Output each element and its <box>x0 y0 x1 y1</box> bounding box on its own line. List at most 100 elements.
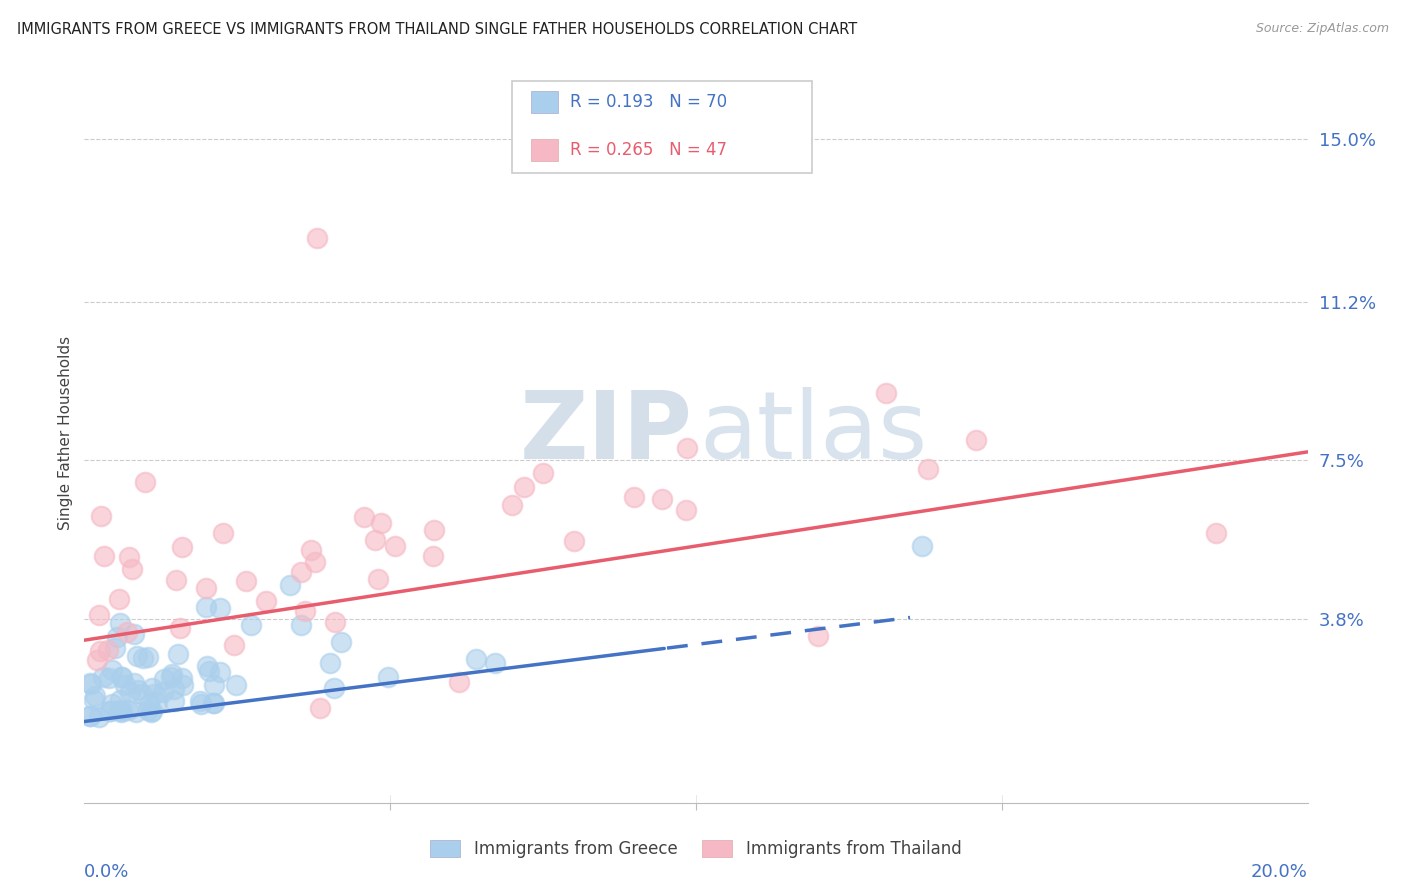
Point <box>163 682 186 697</box>
Point <box>91 670 114 684</box>
Text: R = 0.193   N = 70: R = 0.193 N = 70 <box>569 93 727 111</box>
Point <box>194 600 217 615</box>
Point <box>240 618 263 632</box>
Point <box>110 616 132 631</box>
Point <box>108 702 131 716</box>
Point <box>89 644 111 658</box>
Point <box>1205 526 1227 541</box>
Point <box>162 667 184 681</box>
Point <box>138 703 160 717</box>
Point <box>117 703 139 717</box>
Point <box>562 533 585 548</box>
Point <box>204 678 226 692</box>
Point <box>917 462 939 476</box>
Point <box>163 694 186 708</box>
Point <box>97 642 120 657</box>
Text: IMMIGRANTS FROM GREECE VS IMMIGRANTS FROM THAILAND SINGLE FATHER HOUSEHOLDS CORR: IMMIGRANTS FROM GREECE VS IMMIGRANTS FRO… <box>17 22 858 37</box>
Point <box>330 635 353 649</box>
Point <box>172 678 194 692</box>
Point <box>965 434 987 448</box>
Point <box>83 693 105 707</box>
Point <box>138 697 160 711</box>
FancyBboxPatch shape <box>513 81 813 173</box>
Point <box>165 573 187 587</box>
Point <box>201 697 224 711</box>
Point <box>422 523 444 537</box>
Point <box>115 624 138 639</box>
Text: atlas: atlas <box>700 386 928 479</box>
Point <box>114 678 136 692</box>
Point <box>319 656 342 670</box>
Point <box>309 701 332 715</box>
Point <box>235 574 257 589</box>
Point <box>225 678 247 692</box>
Point <box>141 704 163 718</box>
Point <box>141 681 163 696</box>
Text: ZIP: ZIP <box>519 386 692 479</box>
Text: R = 0.265   N = 47: R = 0.265 N = 47 <box>569 141 727 159</box>
Point <box>322 681 344 695</box>
Point <box>108 591 131 606</box>
Point <box>90 508 112 523</box>
Point <box>169 621 191 635</box>
Point <box>87 608 110 623</box>
Point <box>911 539 934 553</box>
Point <box>278 578 301 592</box>
Point <box>125 649 148 664</box>
Point <box>84 689 107 703</box>
Point <box>89 710 111 724</box>
Point <box>146 695 169 709</box>
Point <box>364 533 387 548</box>
Point <box>290 618 312 632</box>
FancyBboxPatch shape <box>531 91 558 112</box>
Point <box>465 652 488 666</box>
Point <box>110 693 132 707</box>
Point <box>110 670 132 684</box>
Point <box>447 674 470 689</box>
Point <box>353 510 375 524</box>
Point <box>254 594 277 608</box>
Point <box>676 441 699 455</box>
Point <box>104 640 127 655</box>
Point <box>875 386 897 401</box>
Point <box>105 630 128 644</box>
Point <box>197 664 219 678</box>
Point <box>195 581 218 595</box>
Point <box>139 705 162 719</box>
Point <box>299 542 322 557</box>
FancyBboxPatch shape <box>531 138 558 161</box>
Point <box>134 475 156 489</box>
Point <box>512 480 534 494</box>
Point <box>170 540 193 554</box>
Point <box>188 693 211 707</box>
Point <box>290 565 312 579</box>
Point <box>222 638 245 652</box>
Point <box>623 490 645 504</box>
Point <box>160 670 183 684</box>
Point <box>294 604 316 618</box>
Point <box>484 657 506 671</box>
Point <box>651 492 673 507</box>
Point <box>110 705 132 719</box>
Point <box>152 684 174 698</box>
Point <box>131 687 153 701</box>
Point <box>98 704 121 718</box>
Point <box>101 697 124 711</box>
Point <box>122 627 145 641</box>
Text: Source: ZipAtlas.com: Source: ZipAtlas.com <box>1256 22 1389 36</box>
Point <box>79 676 101 690</box>
Point <box>323 615 346 630</box>
Point <box>122 675 145 690</box>
Point <box>132 650 155 665</box>
Point <box>170 671 193 685</box>
Point <box>304 554 326 568</box>
Point <box>80 677 103 691</box>
Point <box>422 549 444 564</box>
Point <box>167 647 190 661</box>
Point <box>98 671 121 685</box>
Point <box>305 231 328 245</box>
Point <box>125 706 148 720</box>
Point <box>377 669 399 683</box>
Point <box>127 682 149 697</box>
Legend: Immigrants from Greece, Immigrants from Thailand: Immigrants from Greece, Immigrants from … <box>423 833 969 865</box>
